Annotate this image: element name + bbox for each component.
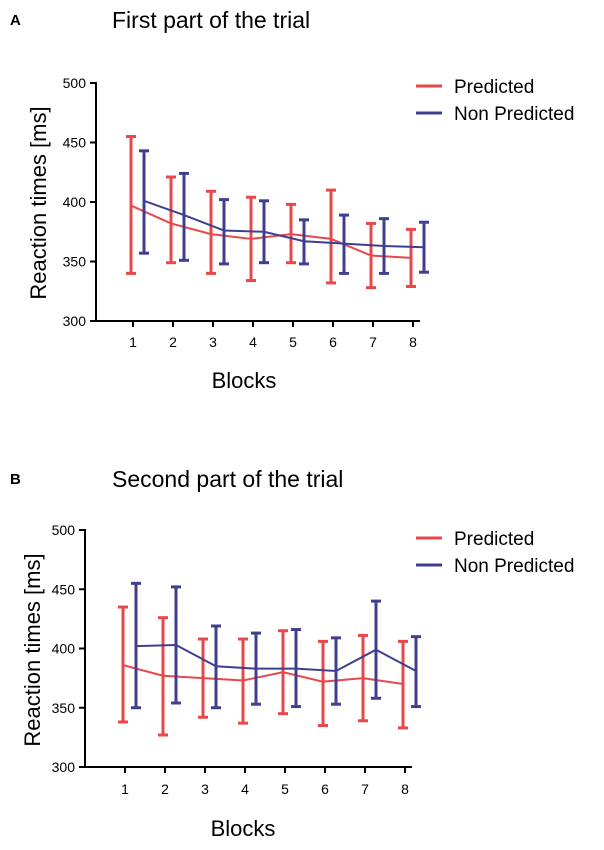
y-tick-label: 400 — [63, 194, 87, 210]
y-tick-label: 450 — [63, 135, 87, 151]
x-tick-label: 7 — [361, 781, 369, 797]
x-tick-label: 6 — [329, 334, 337, 350]
x-tick-label: 4 — [241, 781, 249, 797]
legend-label: Predicted — [454, 529, 534, 550]
x-tick-label: 8 — [401, 781, 409, 797]
legend-label: Non Predicted — [454, 556, 574, 577]
plot-area: 300 350 400 450 500 1 2 3 4 5 6 7 8 Predicted Non Pred… — [52, 522, 575, 797]
x-tick-label: 3 — [209, 334, 217, 350]
x-tick-label: 5 — [281, 781, 289, 797]
x-tick-label: 1 — [121, 781, 129, 797]
y-tick-label: 400 — [52, 641, 76, 657]
panel-letter-b: B — [10, 471, 21, 488]
series-line — [135, 643, 417, 673]
series-non-predicted — [139, 149, 429, 275]
series-line — [130, 204, 412, 259]
x-tick-label: 2 — [161, 781, 169, 797]
x-tick-label: 6 — [321, 781, 329, 797]
legend-label: Non Predicted — [454, 104, 574, 125]
y-axis-label: Reaction times [ms] — [26, 106, 51, 299]
y-tick-label: 300 — [52, 759, 76, 775]
y-tick-label: 300 — [63, 313, 87, 329]
panel-a: A First part of the trial Reaction times… — [10, 7, 574, 393]
y-axis-label: Reaction times [ms] — [20, 553, 45, 746]
x-tick-label: 7 — [369, 334, 377, 350]
x-tick-label: 1 — [129, 334, 137, 350]
legend-label: Predicted — [454, 77, 534, 98]
series-predicted — [126, 135, 416, 290]
x-tick-label: 2 — [169, 334, 177, 350]
plot-area: 300 350 400 450 500 1 2 3 4 5 6 7 8 Predicted Non Pred… — [63, 75, 575, 350]
panel-letter-a: A — [10, 12, 21, 29]
x-tick-label: 4 — [249, 334, 257, 350]
series-non-predicted — [131, 581, 421, 710]
series-line — [122, 664, 404, 686]
x-tick-label: 8 — [409, 334, 417, 350]
series-predicted — [118, 605, 408, 737]
x-tick-label: 5 — [289, 334, 297, 350]
y-tick-label: 350 — [52, 700, 76, 716]
x-tick-label: 3 — [201, 781, 209, 797]
series-line — [143, 199, 425, 249]
y-tick-label: 500 — [52, 522, 76, 538]
panel-b: B Second part of the trial Reaction time… — [10, 466, 574, 841]
x-axis-label: Blocks — [211, 816, 276, 841]
chart-title: Second part of the trial — [112, 466, 343, 492]
y-tick-label: 350 — [63, 254, 87, 270]
y-tick-label: 500 — [63, 75, 87, 91]
y-tick-label: 450 — [52, 581, 76, 597]
x-axis-label: Blocks — [212, 368, 277, 393]
chart-title: First part of the trial — [112, 7, 310, 33]
